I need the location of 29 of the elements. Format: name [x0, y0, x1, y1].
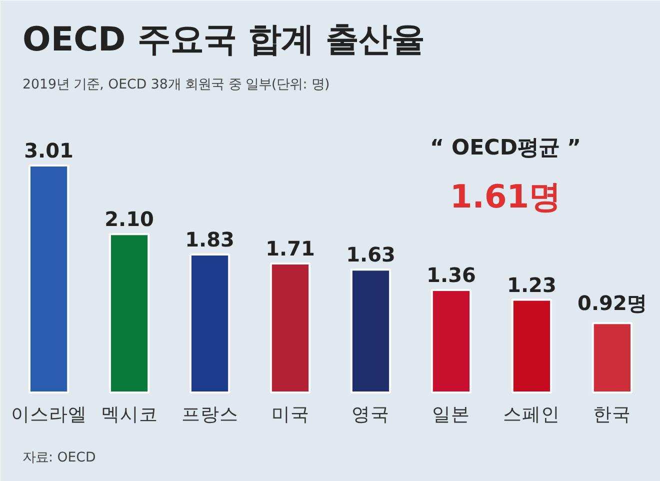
x-tick-label: 프랑스 — [181, 404, 238, 426]
bar — [511, 298, 552, 394]
data-label: 1.36 — [426, 262, 476, 287]
bar — [28, 164, 70, 394]
x-tick-label: 영국 — [352, 404, 390, 426]
x-tick-label: 한국 — [593, 404, 632, 426]
x-tick-label: 스페인 — [503, 404, 560, 426]
data-label: 1.83 — [185, 228, 234, 252]
text: 자료: OECD — [22, 450, 96, 466]
annotation: 1.61명 — [450, 178, 561, 216]
bar — [430, 288, 472, 394]
data-label: 3.01 — [24, 138, 74, 163]
bar — [108, 233, 150, 394]
bar — [270, 262, 311, 394]
text: “ OECD평균 ” — [430, 136, 581, 160]
data-label: 1.71 — [266, 236, 315, 261]
x-tick-label: 이스라엘 — [10, 404, 87, 426]
chart-title: OECD 주요국 합계 출산율 — [22, 20, 425, 58]
bar — [592, 322, 633, 394]
data-label: 0.92명 — [578, 291, 647, 316]
bar — [350, 268, 392, 394]
x-tick-label: 일본 — [432, 404, 470, 426]
chart-subtitle: 2019년 기준, OECD 38개 회원국 중 일부(단위: 명) — [22, 78, 330, 92]
bar — [189, 254, 230, 394]
x-tick-label: 미국 — [271, 404, 310, 426]
data-label: 1.23 — [507, 272, 556, 297]
data-label: 2.10 — [104, 207, 154, 232]
x-tick-label: 멕시코 — [100, 404, 158, 426]
data-label: 1.63 — [346, 242, 396, 267]
